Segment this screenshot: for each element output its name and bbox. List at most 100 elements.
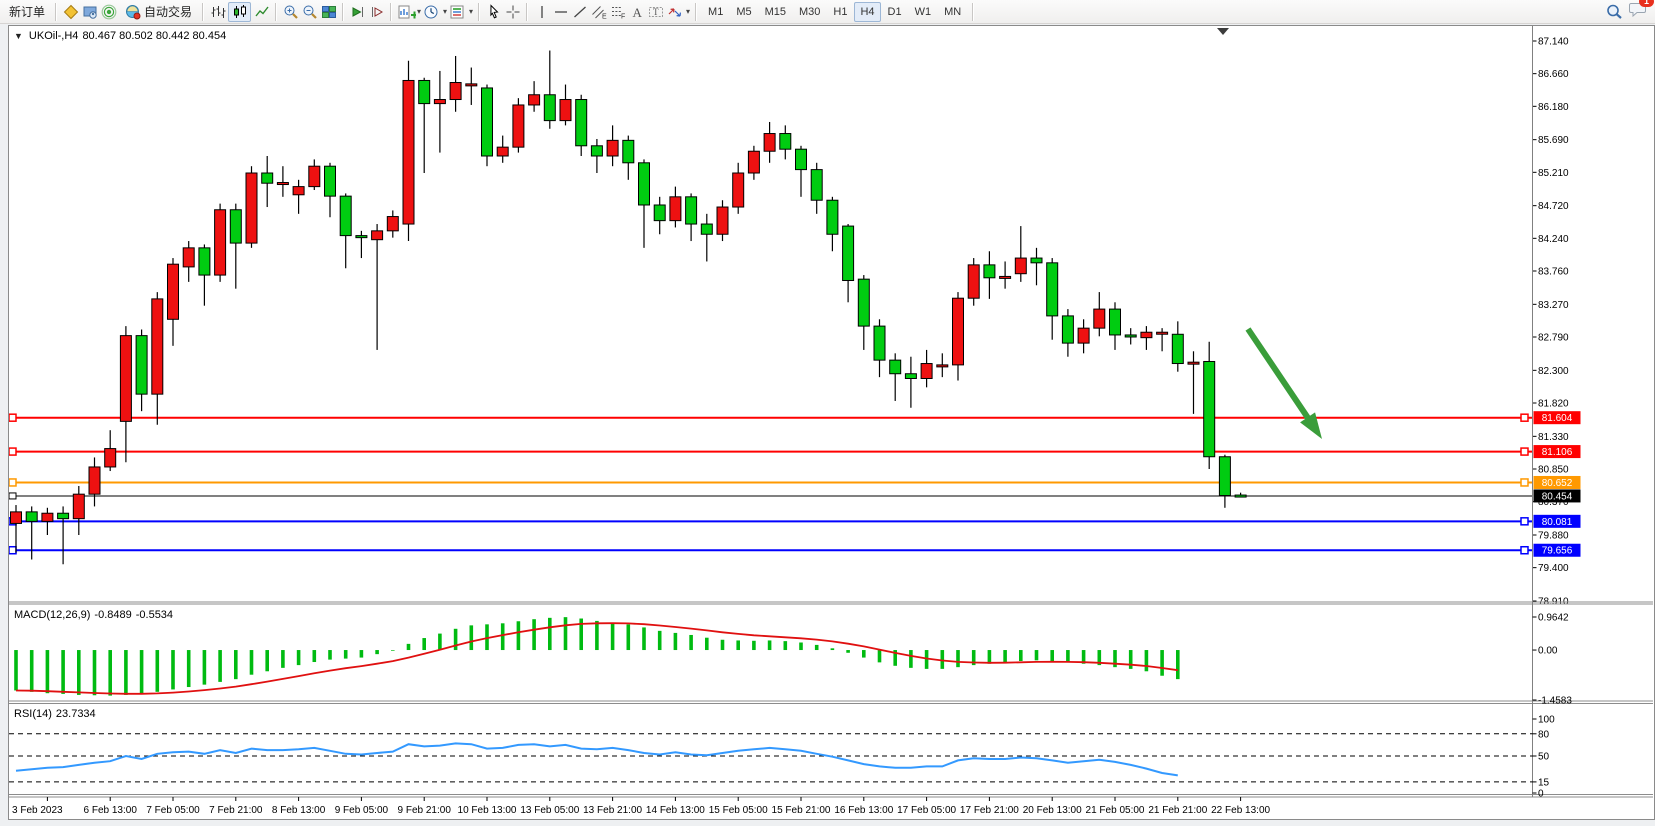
toolbar: 新订单 自动交易 ▾ ▾ ▾ bbox=[0, 0, 1655, 24]
candle-body bbox=[1014, 257, 1027, 275]
trendline-icon[interactable] bbox=[571, 4, 588, 20]
candle-body bbox=[967, 264, 980, 299]
candle-body bbox=[512, 104, 525, 148]
auto-scroll-icon[interactable] bbox=[349, 4, 366, 20]
one-click-trading-toggle[interactable]: ▼ bbox=[14, 31, 23, 41]
candle-body bbox=[590, 145, 603, 157]
candle-body bbox=[857, 278, 870, 327]
search-icon[interactable] bbox=[1605, 4, 1622, 20]
notification-badge: 1 bbox=[1639, 0, 1654, 7]
chart-shift-icon[interactable] bbox=[368, 4, 385, 20]
line-chart-icon[interactable] bbox=[253, 4, 270, 20]
price-tick-label: 81.330 bbox=[1538, 432, 1569, 443]
price-tick-label: 81.820 bbox=[1538, 398, 1569, 409]
candle-body bbox=[214, 209, 227, 276]
time-axis-label: 16 Feb 13:00 bbox=[834, 805, 893, 816]
new-order-button[interactable]: 新订单 bbox=[4, 2, 50, 22]
candle-body bbox=[308, 165, 321, 188]
candle-body bbox=[292, 186, 305, 196]
chevron-down-icon: ▾ bbox=[469, 7, 474, 16]
equidistant-channel-icon[interactable]: E bbox=[590, 4, 607, 20]
text-icon[interactable]: A bbox=[628, 4, 645, 20]
candle-body bbox=[920, 363, 933, 379]
signals-icon[interactable] bbox=[100, 4, 117, 20]
ohlc-bars-icon[interactable] bbox=[209, 4, 226, 20]
arrow-objects-icon[interactable]: ▾ bbox=[666, 4, 690, 20]
candle-body bbox=[1140, 331, 1153, 339]
candle-body bbox=[135, 335, 148, 395]
navigator-icon[interactable] bbox=[81, 4, 98, 20]
vertical-line-icon[interactable] bbox=[533, 4, 550, 20]
time-axis-label: 10 Feb 13:00 bbox=[458, 805, 517, 816]
time-axis-label: 7 Feb 21:00 bbox=[209, 805, 263, 816]
candle-body bbox=[1109, 308, 1121, 336]
market-watch-icon[interactable] bbox=[62, 4, 79, 20]
candle-body bbox=[826, 199, 839, 235]
candle-body bbox=[999, 275, 1012, 279]
timeframe-button-m5[interactable]: M5 bbox=[730, 2, 757, 22]
timeframe-button-m30[interactable]: M30 bbox=[793, 2, 826, 22]
candle-body bbox=[1077, 327, 1090, 344]
new-chart-icon[interactable]: ▾ bbox=[397, 4, 421, 20]
candle-body bbox=[25, 511, 38, 522]
text-label-icon[interactable]: T bbox=[647, 4, 664, 20]
candlestick-chart-button[interactable] bbox=[228, 1, 252, 22]
macd-axis-label: 0.00 bbox=[1538, 646, 1558, 657]
horizontal-line-icon[interactable] bbox=[552, 4, 569, 20]
timeframe-toolbar: M1 M5 M15 M30 H1 H4 D1 W1 MN bbox=[702, 1, 967, 22]
rsi-axis-label: 100 bbox=[1538, 715, 1555, 726]
toolbar-separator bbox=[55, 2, 58, 21]
time-axis-label: 17 Feb 21:00 bbox=[960, 805, 1019, 816]
macd-main-value: -0.8489 bbox=[94, 609, 132, 621]
timeframe-button-w1[interactable]: W1 bbox=[909, 2, 938, 22]
timeframe-button-h4[interactable]: H4 bbox=[854, 1, 881, 22]
period-icon[interactable]: ▾ bbox=[423, 4, 447, 20]
timeframe-button-d1[interactable]: D1 bbox=[882, 2, 908, 22]
line-handle bbox=[9, 447, 17, 456]
candle-body bbox=[889, 359, 902, 375]
timeframe-button-m1[interactable]: M1 bbox=[702, 2, 729, 22]
tile-windows-icon[interactable] bbox=[320, 4, 337, 20]
candle-body bbox=[983, 264, 996, 279]
price-tick-label: 86.660 bbox=[1538, 69, 1569, 80]
fibonacci-icon[interactable]: F bbox=[609, 4, 626, 20]
timeframe-button-mn[interactable]: MN bbox=[938, 2, 967, 22]
cursor-icon[interactable] bbox=[485, 3, 502, 20]
price-tick-label: 85.690 bbox=[1538, 135, 1569, 146]
line-handle bbox=[1520, 478, 1529, 487]
candle-body bbox=[355, 235, 368, 239]
time-axis-label: 17 Feb 05:00 bbox=[897, 805, 956, 816]
toolbar-separator bbox=[275, 2, 278, 21]
candle-body bbox=[151, 298, 164, 395]
candle-body bbox=[245, 172, 258, 244]
candle-body bbox=[638, 162, 650, 206]
indicator-list-icon[interactable]: ▾ bbox=[449, 4, 473, 20]
candle-body bbox=[1046, 262, 1059, 317]
chart-canvas[interactable]: 87.140 86.660 86.180 85.690 85.210 84.720 84.2… bbox=[9, 26, 1654, 819]
candle-body bbox=[1061, 315, 1074, 344]
zoom-in-icon[interactable] bbox=[282, 4, 299, 20]
zoom-out-icon[interactable] bbox=[301, 4, 318, 20]
timeframe-button-m15[interactable]: M15 bbox=[759, 2, 792, 22]
autotrade-button[interactable]: 自动交易 bbox=[119, 2, 197, 22]
toolbar-separator bbox=[202, 2, 205, 21]
price-tick-label: 80.370 bbox=[1538, 497, 1569, 508]
crosshair-icon[interactable] bbox=[504, 4, 521, 20]
timeframe-button-h1[interactable]: H1 bbox=[827, 2, 853, 22]
candle-body bbox=[10, 511, 22, 524]
candle-body bbox=[433, 99, 446, 105]
time-axis-label: 13 Feb 21:00 bbox=[583, 805, 642, 816]
line-handle bbox=[9, 478, 17, 487]
candle-body bbox=[449, 82, 462, 101]
candle-body bbox=[339, 195, 352, 237]
macd-name: MACD(12,26,9) bbox=[14, 609, 91, 621]
time-axis-label: 22 Feb 13:00 bbox=[1211, 805, 1270, 816]
rsi-axis-label: 0 bbox=[1538, 789, 1544, 800]
toolbar-separator bbox=[390, 2, 393, 21]
rsi-indicator-label: RSI(14) 23.7334 bbox=[14, 708, 100, 720]
price-tick-label: 86.180 bbox=[1538, 102, 1569, 113]
time-axis-label: 21 Feb 05:00 bbox=[1086, 805, 1145, 816]
chat-icon[interactable]: 1 bbox=[1628, 0, 1654, 23]
rsi-value: 23.7334 bbox=[55, 708, 96, 720]
candlestick-chart-icon bbox=[231, 4, 248, 20]
